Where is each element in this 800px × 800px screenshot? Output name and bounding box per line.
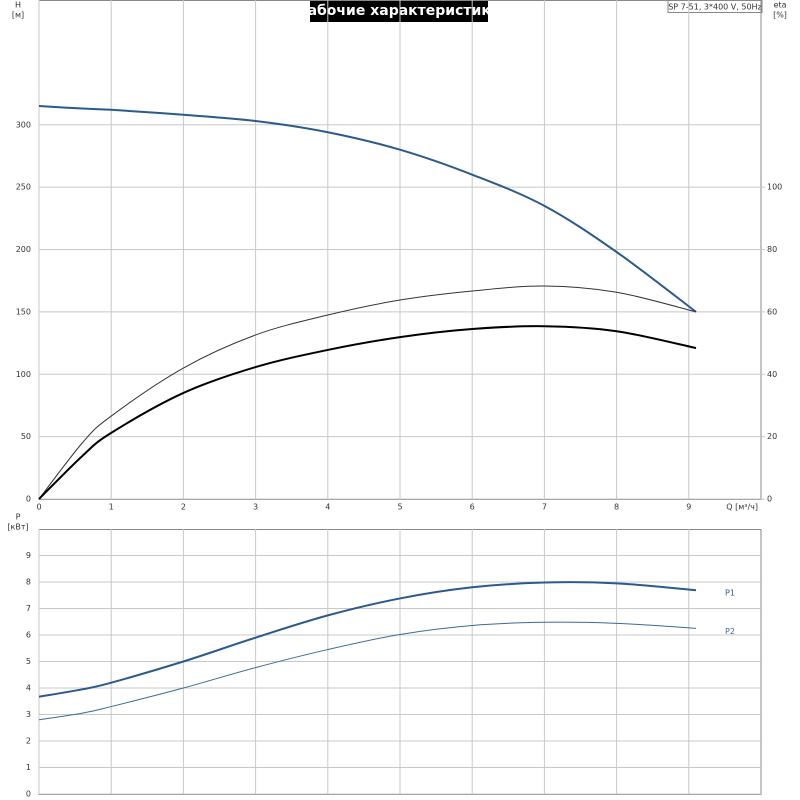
x-tick-label: 5 <box>397 503 402 512</box>
y2-axis-label: eta <box>774 1 787 10</box>
x-axis-label: Q [м³/ч] <box>726 503 758 512</box>
y-tick-label: 50 <box>21 432 31 441</box>
x-tick-label: 1 <box>109 503 114 512</box>
x-tick-label: 7 <box>542 503 547 512</box>
y-tick-label: 100 <box>16 370 31 379</box>
chart-subtitle: SP 7-51, 3*400 V, 50Hz <box>668 3 762 12</box>
y-axis-unit: [кВт] <box>7 523 28 532</box>
y-tick-label: 7 <box>26 604 31 613</box>
y-tick-label: 8 <box>26 578 31 587</box>
y-tick-label: 250 <box>16 183 31 192</box>
y2-tick-label: 60 <box>767 307 777 316</box>
y-axis-label: P <box>16 513 21 522</box>
x-tick-label: 3 <box>253 503 258 512</box>
y2-tick-label: 100 <box>767 183 782 192</box>
x-tick-label: 0 <box>36 503 41 512</box>
data-line <box>38 581 697 698</box>
data-line <box>38 325 697 500</box>
y2-tick-label: 40 <box>767 370 777 379</box>
title-box <box>310 0 488 22</box>
y2-tick-label: 20 <box>767 432 777 441</box>
series-label: P1 <box>725 589 735 598</box>
y2-tick-label: 80 <box>767 245 777 254</box>
chart-title: Рабочие характеристики <box>297 3 500 19</box>
y-tick-label: 150 <box>16 307 31 316</box>
y-axis-unit: [м] <box>12 11 24 20</box>
y-tick-label: 5 <box>26 657 31 666</box>
y2-tick-label: 0 <box>767 495 772 504</box>
y-axis-label: H <box>15 1 21 10</box>
y-tick-label: 200 <box>16 245 31 254</box>
x-tick-label: 8 <box>614 503 619 512</box>
x-tick-label: 9 <box>686 503 691 512</box>
y-tick-label: 4 <box>26 684 31 693</box>
y-tick-label: 1 <box>26 763 31 772</box>
data-line <box>38 621 697 721</box>
data-line <box>38 105 697 313</box>
y2-axis-unit: [%] <box>773 11 787 20</box>
x-tick-label: 6 <box>470 503 475 512</box>
y-tick-label: 300 <box>16 120 31 129</box>
y-tick-label: 2 <box>26 737 31 746</box>
y-tick-label: 0 <box>26 495 31 504</box>
x-tick-label: 2 <box>181 503 186 512</box>
y-tick-label: 3 <box>26 710 31 719</box>
series-label: P2 <box>725 627 735 636</box>
y-tick-label: 6 <box>26 631 31 640</box>
x-tick-label: 4 <box>325 503 330 512</box>
y-tick-label: 0 <box>26 790 31 799</box>
y-tick-label: 9 <box>26 551 31 560</box>
data-line <box>38 285 697 500</box>
